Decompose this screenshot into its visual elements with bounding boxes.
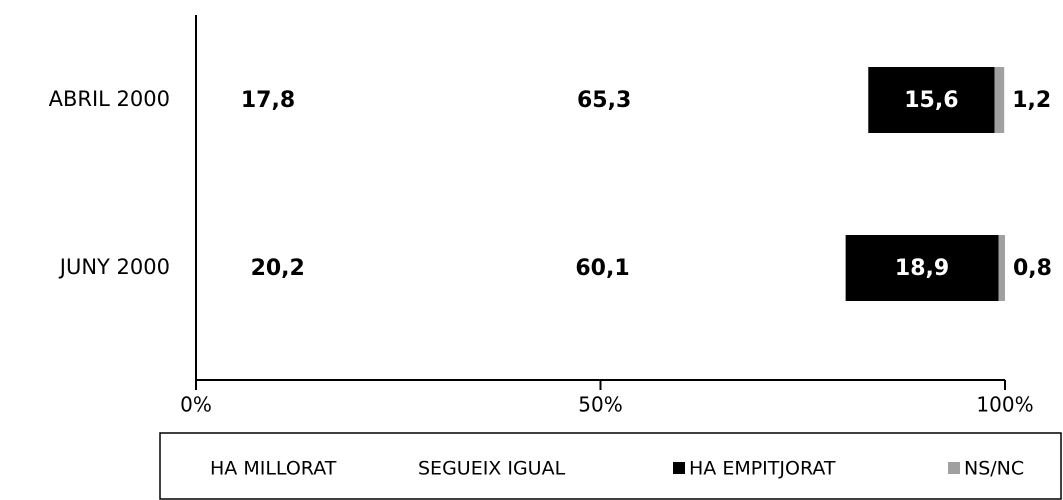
value-label: 17,8	[241, 88, 295, 113]
legend-swatch	[948, 462, 960, 474]
bar-segment	[845, 235, 999, 301]
value-label: 0,8	[1013, 256, 1052, 281]
value-label: 20,2	[251, 256, 305, 281]
y-tick-label: JUNY 2000	[58, 255, 170, 279]
value-label: 60,1	[575, 256, 629, 281]
bar-segment	[998, 235, 1005, 301]
x-tick-label: 50%	[578, 393, 622, 417]
legend-label: HA EMPITJORAT	[689, 458, 836, 480]
legend-label: NS/NC	[964, 458, 1024, 480]
bar-segment	[340, 67, 869, 133]
bar-segment	[359, 235, 846, 301]
value-label: 65,3	[577, 88, 631, 113]
legend-box	[159, 432, 1062, 500]
value-label: 15,6	[904, 88, 958, 113]
value-label: 1,2	[1012, 88, 1051, 113]
legend-swatch	[673, 462, 685, 474]
bar-segment	[196, 67, 341, 133]
bar-segment	[994, 67, 1005, 133]
value-label: 18,9	[895, 256, 949, 281]
bar-segment	[196, 235, 360, 301]
legend-label: HA MILLORAT	[210, 458, 337, 480]
y-tick-label: ABRIL 2000	[49, 87, 170, 111]
bar-segment	[868, 67, 995, 133]
x-tick-label: 100%	[976, 393, 1033, 417]
legend-label: SEGUEIX IGUAL	[418, 458, 566, 480]
x-tick-label: 0%	[180, 393, 212, 417]
